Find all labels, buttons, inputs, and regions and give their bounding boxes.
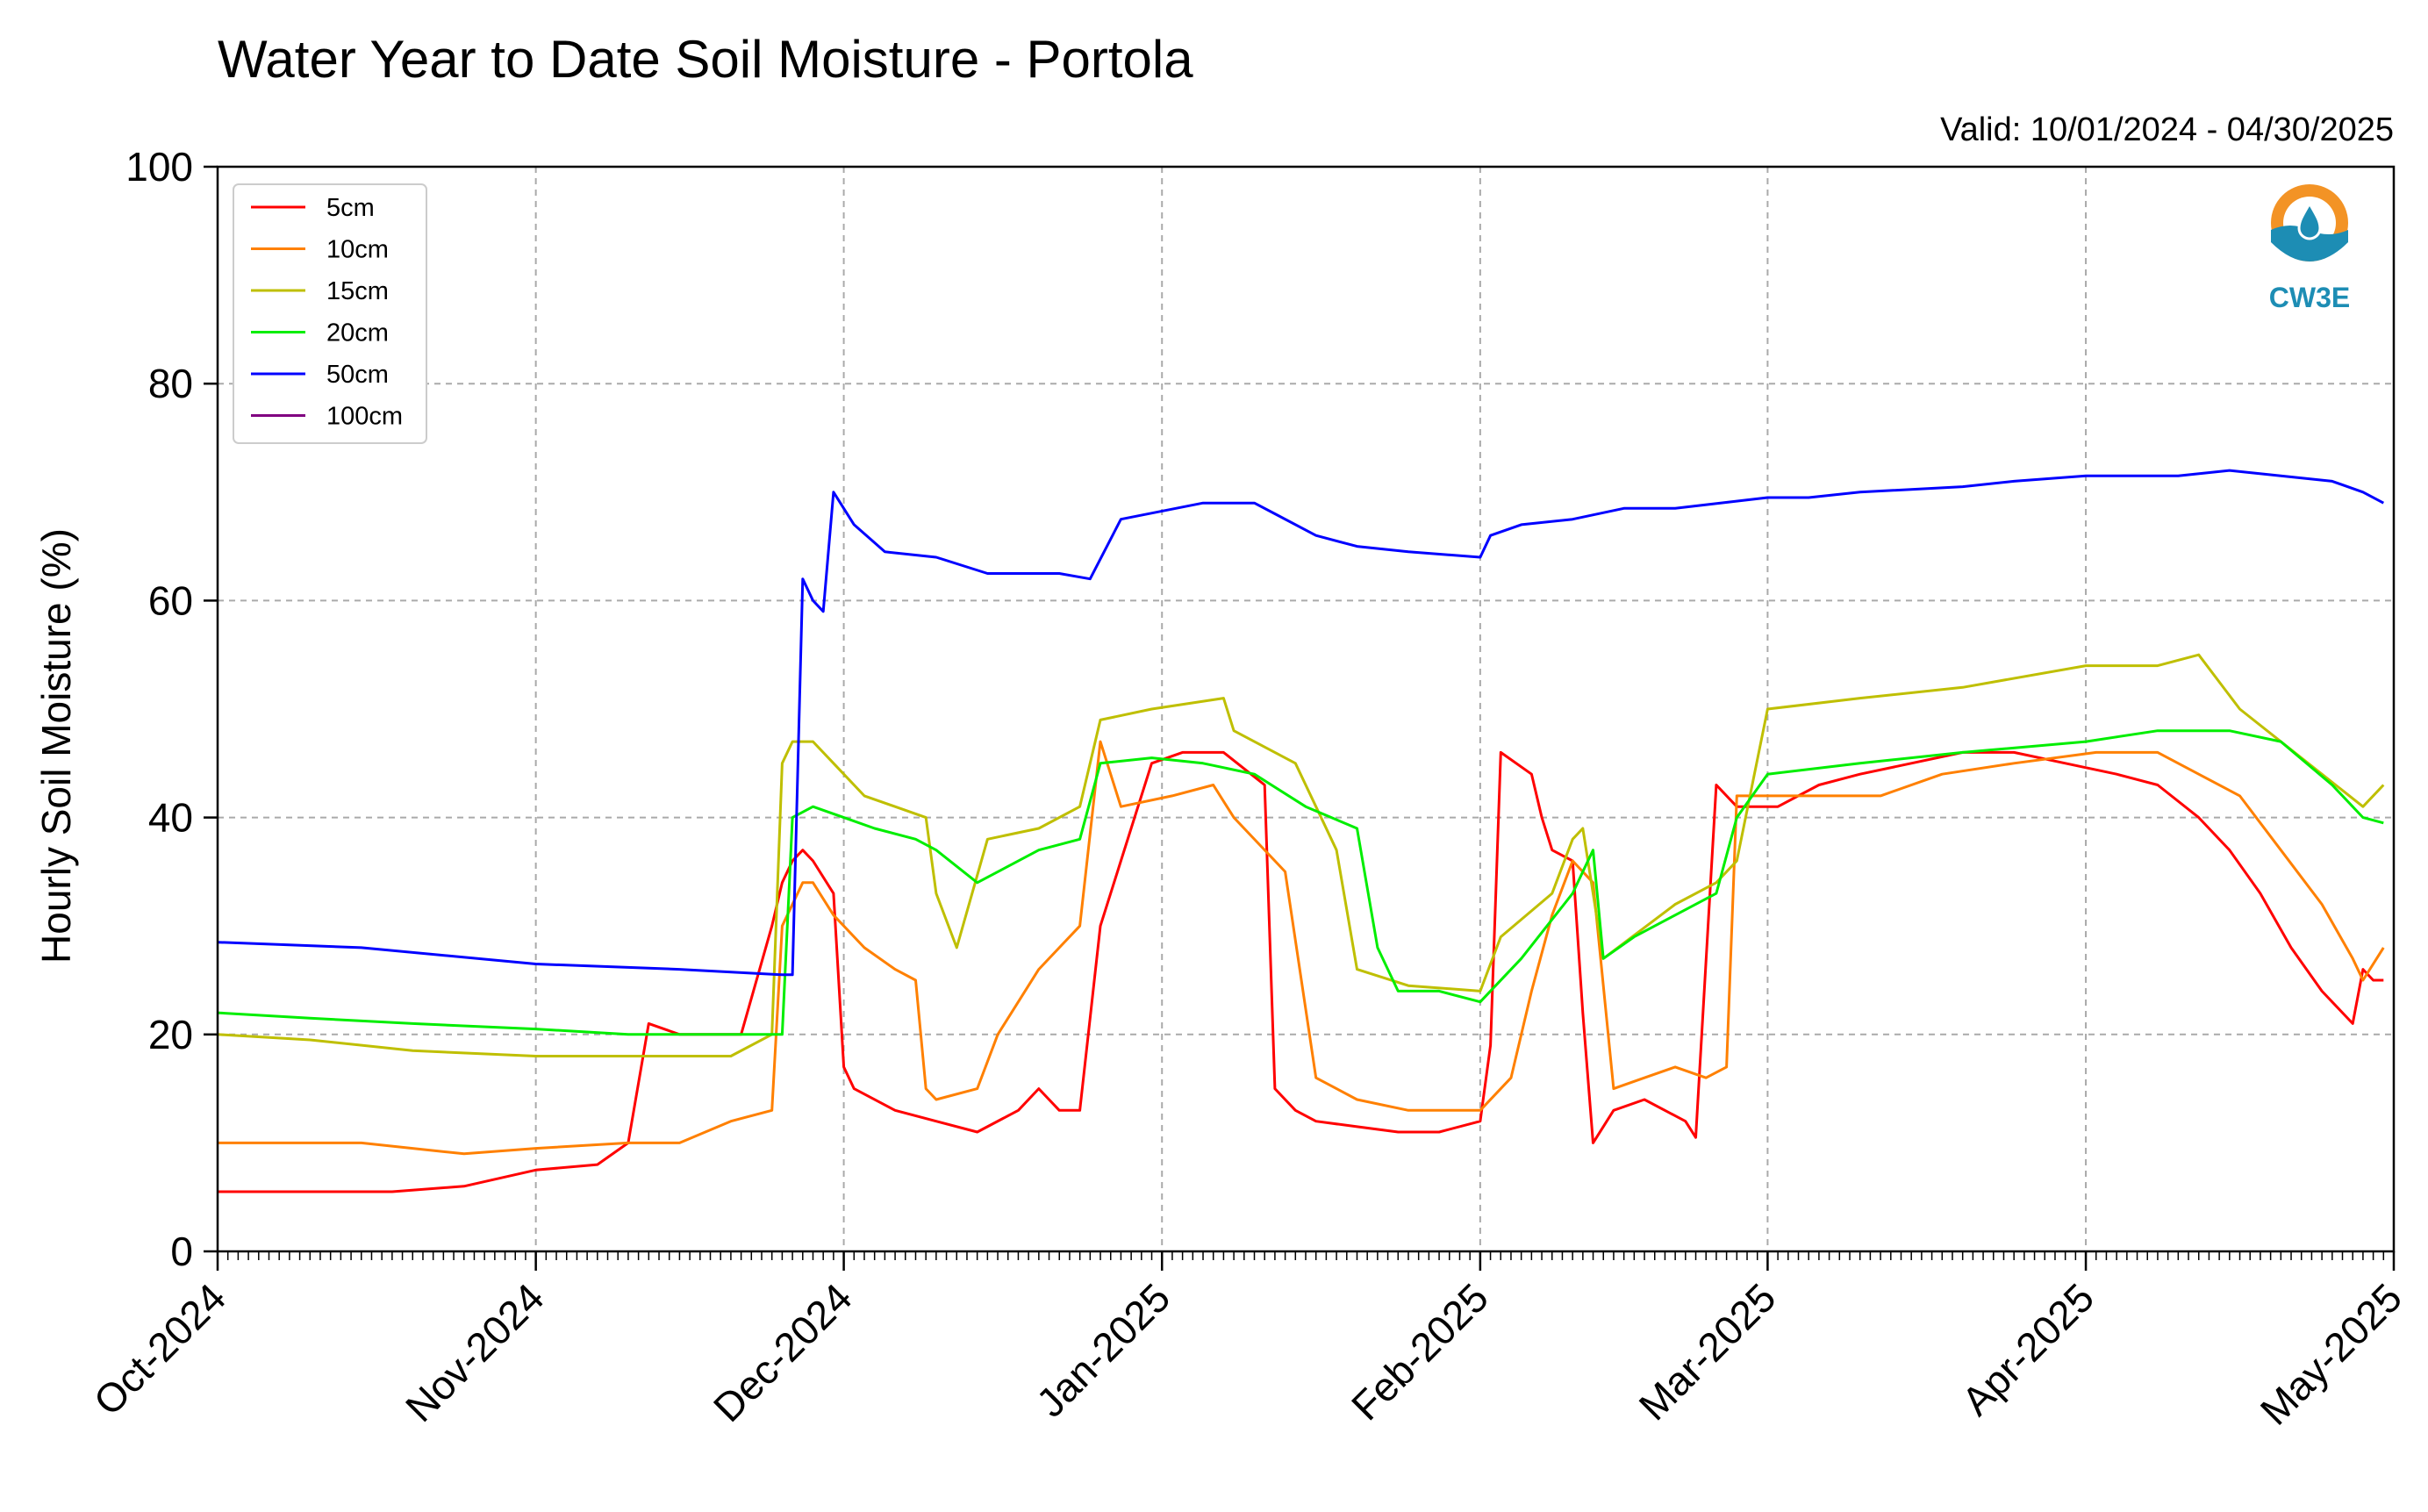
x-tick-labels: Oct-2024 Nov-2024 Dec-2024 Jan-2025 Feb-2025… [85, 1274, 2411, 1433]
plot-frame [216, 165, 2396, 1253]
x-tick-label: Feb-2025 [1343, 1274, 1497, 1429]
x-tick-label: Apr-2025 [1953, 1274, 2103, 1424]
y-tick-label: 80 [148, 361, 193, 406]
legend: 5cm 10cm 15cm 20cm 50cm 100cm [233, 183, 427, 444]
x-tick-label: May-2025 [2252, 1274, 2410, 1433]
series-line-5cm [218, 750, 2384, 1193]
y-tick-label: 40 [148, 795, 193, 841]
logo-drop-icon [2297, 200, 2322, 240]
legend-label-5cm: 5cm [326, 194, 375, 222]
y-tick-label: 100 [125, 144, 193, 190]
y-tick-label: 20 [148, 1012, 193, 1057]
series-lines [217, 469, 2385, 1193]
x-tick-label: Mar-2025 [1630, 1274, 1785, 1429]
logo-text: CW3E [2269, 282, 2350, 313]
series-line-20cm [217, 729, 2384, 1036]
cw3e-logo: CW3E [2269, 184, 2350, 313]
legend-label-50cm: 50cm [326, 361, 389, 389]
legend-label-10cm: 10cm [326, 236, 389, 264]
axes [204, 165, 2396, 1271]
x-tick-label: Nov-2024 [397, 1274, 553, 1430]
y-tick-label: 60 [148, 577, 193, 623]
chart-subtitle: Valid: 10/01/2024 - 04/30/2025 [1940, 111, 2394, 148]
chart-title: Water Year to Date Soil Moisture - Porto… [218, 30, 1193, 89]
legend-label-100cm: 100cm [326, 403, 403, 431]
logo-wave-icon [2271, 226, 2348, 262]
y-tick-label: 0 [170, 1229, 193, 1274]
x-tick-label: Oct-2024 [85, 1274, 235, 1424]
series-line-50cm [217, 469, 2385, 977]
series-line-15cm [217, 653, 2385, 1057]
y-axis-label: Hourly Soil Moisture (%) [33, 528, 79, 964]
y-tick-labels: 0 20 40 60 80 100 [125, 144, 193, 1274]
x-tick-label: Dec-2024 [705, 1274, 861, 1430]
x-tick-label: Jan-2025 [1028, 1274, 1178, 1425]
legend-label-20cm: 20cm [326, 319, 389, 348]
legend-label-15cm: 15cm [326, 277, 389, 305]
gridlines [218, 167, 2394, 1251]
series-line-10cm [218, 740, 2385, 1156]
